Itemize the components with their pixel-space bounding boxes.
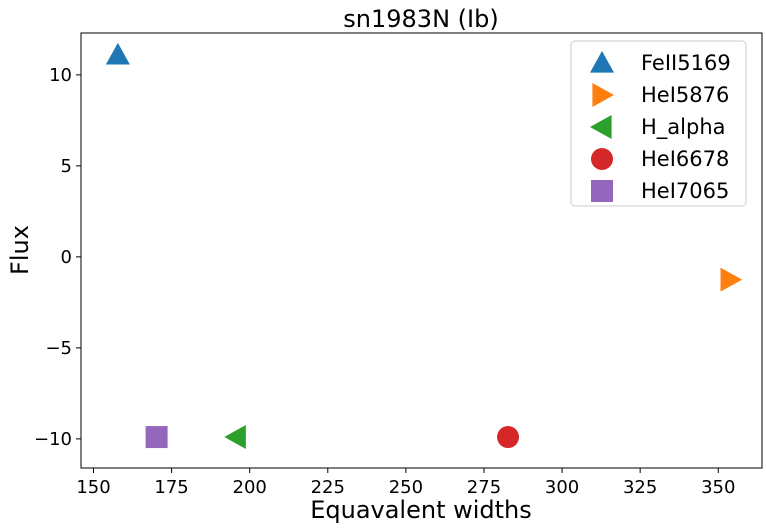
x-tick-label: 175 — [154, 477, 188, 498]
x-tick-label: 325 — [623, 477, 657, 498]
data-point — [497, 426, 520, 449]
y-tick-label: −5 — [45, 338, 72, 359]
data-points — [105, 42, 743, 450]
data-point — [720, 267, 743, 292]
y-tick-label: 10 — [49, 65, 72, 86]
x-tick-label: 275 — [467, 477, 501, 498]
legend-label: HeI6678 — [641, 147, 729, 171]
y-axis-title: Flux — [6, 225, 34, 275]
y-tick-label: 0 — [61, 247, 72, 268]
x-tick-label: 225 — [311, 477, 345, 498]
x-tick-label: 300 — [545, 477, 579, 498]
data-point — [105, 42, 130, 65]
legend-marker — [591, 180, 613, 202]
y-tick-label: 5 — [61, 156, 72, 177]
legend-label: FeII5169 — [641, 51, 731, 75]
legend-marker — [591, 148, 613, 170]
x-tick-label: 250 — [389, 477, 423, 498]
chart-title: sn1983N (Ib) — [343, 5, 498, 33]
legend-marker — [590, 51, 614, 73]
x-axis: 150 175 200 225 250 275 300 325 350 — [76, 468, 735, 498]
legend-label: H_alpha — [641, 115, 726, 140]
legend-marker — [592, 83, 614, 107]
legend: FeII5169 HeI5876 H_alpha HeI6678 HeI7065 — [570, 40, 747, 207]
legend-marker — [590, 115, 612, 139]
x-tick-label: 150 — [76, 477, 110, 498]
legend-box — [570, 40, 747, 207]
legend-label: HeI5876 — [641, 83, 729, 107]
data-point — [145, 426, 168, 449]
x-tick-label: 350 — [701, 477, 735, 498]
y-axis: 10 5 0 −5 −10 — [34, 65, 81, 450]
y-tick-label: −10 — [34, 429, 72, 450]
x-tick-label: 200 — [233, 477, 267, 498]
x-axis-title: Equavalent widths — [310, 496, 532, 524]
data-point — [224, 425, 246, 450]
legend-label: HeI7065 — [641, 179, 729, 203]
